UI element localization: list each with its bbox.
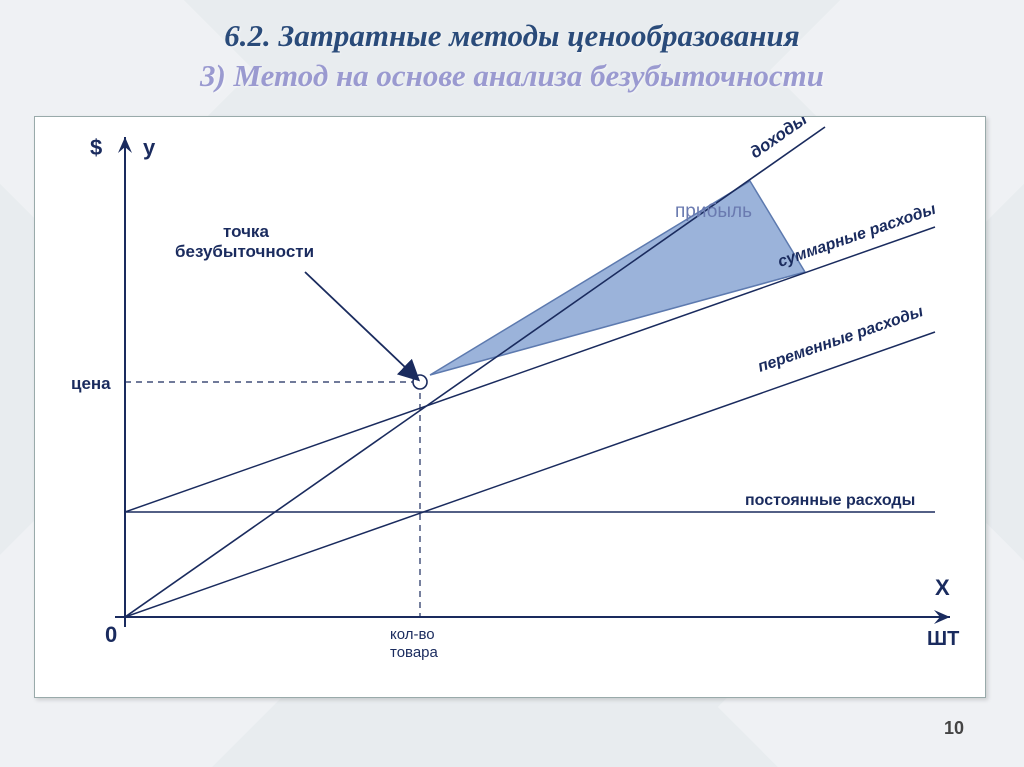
origin-label: 0 — [105, 622, 117, 647]
page-number: 10 — [944, 718, 964, 739]
breakeven-label-line1: точка — [223, 222, 269, 241]
fixed-costs-line-label: постоянные расходы — [745, 492, 915, 509]
income-line-label: доходы — [746, 117, 810, 162]
variable-costs-line — [125, 332, 935, 617]
total-costs-line — [125, 227, 935, 512]
profit-label: прибыль — [675, 201, 752, 222]
qty-label-line1: кол-во — [390, 626, 435, 643]
price-label: цена — [71, 374, 111, 393]
breakeven-label-line2: безубыточности — [175, 242, 314, 261]
title-line-2: 3) Метод на основе анализа безубыточност… — [0, 58, 1024, 94]
chart-svg: $ y X ШТ 0 цена кол-во товара точка безу… — [35, 117, 985, 697]
slide-header: 6.2. Затратные методы ценообразования 3)… — [0, 18, 1024, 94]
total-costs-line-label: суммарные расходы — [776, 201, 939, 271]
qty-label-line2: товара — [390, 644, 439, 661]
breakeven-chart: $ y X ШТ 0 цена кол-во товара точка безу… — [34, 116, 986, 698]
breakeven-point — [413, 375, 427, 389]
breakeven-arrow — [305, 272, 407, 369]
title-line-1: 6.2. Затратные методы ценообразования — [0, 18, 1024, 54]
x-axis-label: X — [935, 575, 950, 600]
currency-label: $ — [90, 135, 102, 160]
y-axis-label: y — [143, 135, 156, 160]
x-axis-unit: ШТ — [927, 628, 959, 650]
